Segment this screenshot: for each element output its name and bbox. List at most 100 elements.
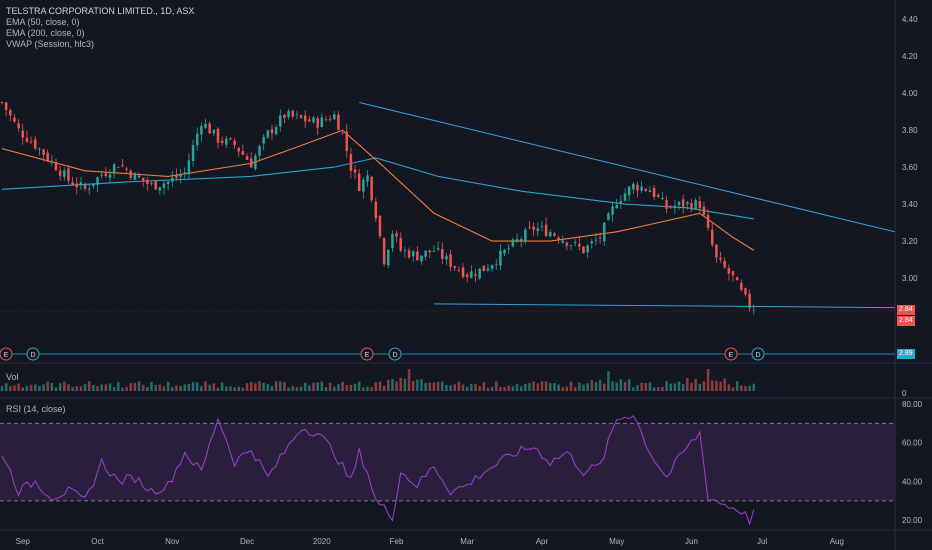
indicator-ema200-label[interactable]: EMA (200, close, 0) (6, 28, 85, 38)
volume-bar (416, 379, 419, 391)
volume-bar (279, 381, 282, 391)
rsi-tick-label: 80.00 (902, 400, 923, 409)
volume-bar (486, 387, 490, 391)
candle-body (200, 125, 203, 135)
trendlines[interactable] (0, 101, 896, 312)
time-axis[interactable]: Sep Oct Nov Dec 2020 Feb Mar Apr May Jun Jul Aug (16, 537, 844, 546)
volume-bar (87, 381, 91, 391)
volume-bar (208, 384, 211, 391)
earnings-marker (360, 347, 374, 361)
candle-body (387, 249, 390, 266)
symbol-title[interactable]: TELSTRA CORPORATION LIMITED., 1D, ASX (6, 6, 195, 16)
rsi-label[interactable]: RSI (14, close) (6, 404, 66, 414)
volume-bar (212, 383, 216, 391)
time-tick-label: Jul (757, 537, 767, 546)
candle-body (748, 293, 751, 309)
volume-bar (204, 381, 207, 391)
candle-body (553, 233, 556, 236)
candle-body (270, 129, 274, 134)
ema200-line (1, 157, 754, 220)
candle-body (295, 114, 299, 116)
volume-bar (632, 387, 635, 391)
candle-body (316, 118, 319, 128)
volume-bar (735, 381, 739, 391)
indicator-vwap-label[interactable]: VWAP (Session, hlc3) (6, 39, 95, 49)
candle-body (17, 123, 20, 129)
volume-bar (582, 384, 585, 391)
candle-body (42, 149, 45, 155)
candle-body (407, 250, 411, 258)
candle-body (212, 129, 216, 134)
volume-bar (220, 382, 224, 391)
volume-bar (698, 383, 702, 391)
volume-bar (553, 383, 556, 391)
candle-body (21, 130, 25, 138)
candle-body (424, 250, 427, 257)
candle-body (112, 164, 116, 173)
candle-body (470, 271, 473, 278)
candle-body (411, 251, 415, 257)
candle-body (391, 233, 394, 249)
price-axis[interactable]: 4.40 4.20 4.00 3.80 3.60 3.40 3.20 3.00 80.00 60.… (902, 15, 923, 525)
candle-body (208, 123, 211, 134)
candle-body (125, 168, 128, 170)
volume-bar (748, 385, 751, 391)
earnings-marker (0, 347, 13, 361)
volume-bar (13, 385, 16, 391)
candle-body (706, 214, 710, 228)
volume-bar (295, 387, 299, 391)
candle-body (299, 115, 303, 118)
candle-body (38, 148, 41, 150)
candle-body (744, 288, 747, 295)
candle-body (312, 117, 315, 123)
candle-body (129, 170, 133, 178)
candle-body (636, 184, 639, 191)
volume-bar (112, 387, 116, 391)
candle-body (46, 152, 49, 161)
volume-bar (117, 382, 120, 391)
volume-bar (636, 385, 639, 391)
volume-bar (229, 386, 232, 391)
volume-bar (54, 387, 58, 391)
candle-body (345, 131, 348, 152)
volume-bar (187, 383, 191, 391)
volume-bar (58, 383, 62, 391)
candle-body (702, 206, 706, 215)
indicator-ema50-label[interactable]: EMA (50, close, 0) (6, 17, 80, 27)
price-tick-label: 4.00 (902, 89, 918, 98)
volume-bar (590, 380, 594, 391)
volume-bar (603, 383, 606, 391)
volume-bar (395, 381, 398, 391)
candle-body (328, 119, 332, 121)
volume-bar (490, 386, 494, 391)
candle-body (536, 228, 540, 231)
volume-bar (607, 371, 610, 391)
volume-bar (715, 380, 718, 391)
volume-bar (457, 381, 461, 391)
price-tick-label: 3.00 (902, 274, 918, 283)
volume-bar (387, 379, 390, 391)
volume-label[interactable]: Vol (6, 372, 19, 382)
volume-bar (465, 386, 469, 391)
candle-body (141, 177, 145, 182)
volume-bar (436, 381, 440, 391)
candle-body (578, 243, 581, 247)
volume-bar (42, 384, 45, 391)
volume-bar (258, 381, 261, 391)
candle-body (25, 137, 29, 142)
volume-bar (254, 383, 257, 391)
volume-bar (744, 386, 747, 391)
trendline-1 (433, 303, 896, 309)
candle-body (378, 215, 382, 237)
volume-bar (179, 385, 182, 391)
candle-body (63, 170, 66, 177)
volume-tick-label: 0 (902, 389, 907, 398)
volume-bar (644, 382, 648, 391)
volume-bar (129, 383, 133, 391)
candle-body (432, 251, 436, 252)
candle-body (362, 179, 365, 192)
candle-body (457, 270, 461, 271)
volume-bar (565, 386, 569, 391)
